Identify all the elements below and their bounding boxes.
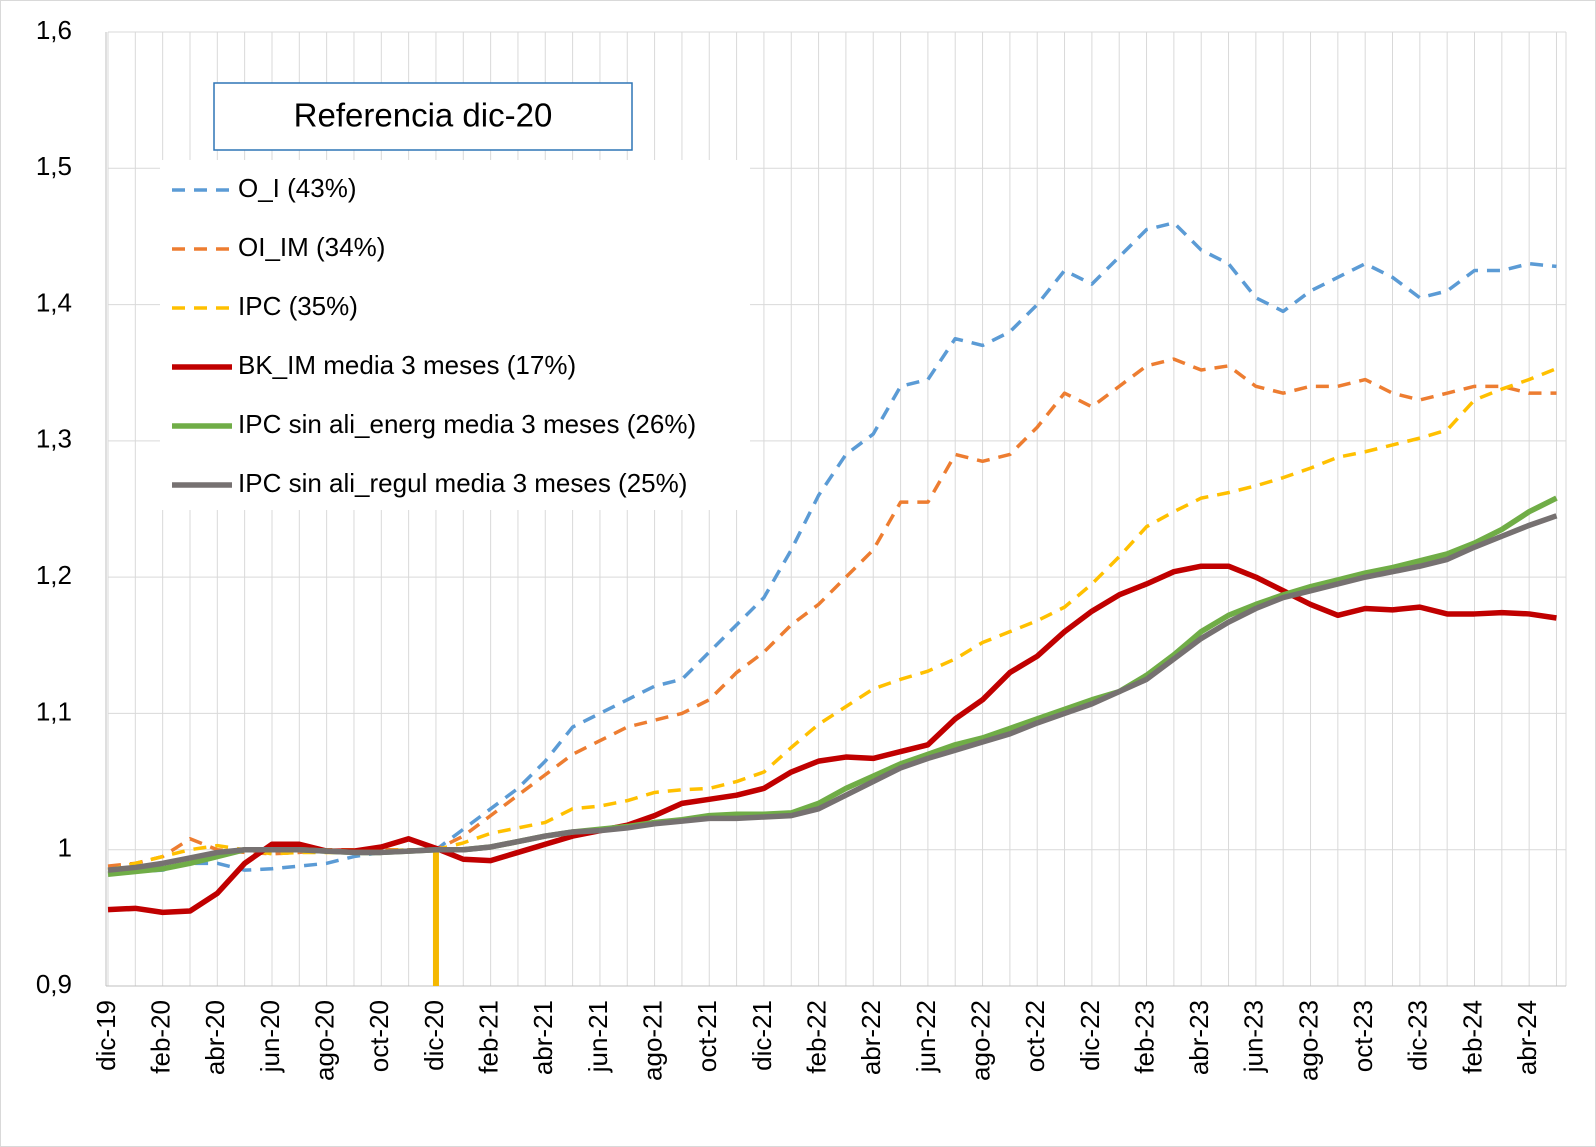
x-tick-label: ago-21 <box>637 1000 667 1081</box>
series-line <box>107 221 1557 874</box>
x-tick-label: oct-23 <box>1348 1000 1378 1072</box>
x-tick-label: dic-23 <box>1403 1000 1433 1071</box>
annotation-box <box>213 82 633 151</box>
x-tick-label: oct-20 <box>364 1000 394 1072</box>
legend-label: BK_IM media 3 meses (17%) <box>238 350 576 380</box>
legend-items: O_I (43%) OI_IM (34%) IPC (35%) BK_IM media… <box>172 173 696 498</box>
y-tick-label: 1 <box>58 833 72 863</box>
legend-label: IPC (35%) <box>238 291 358 321</box>
x-tick-label: abr-22 <box>856 1000 886 1075</box>
y-tick-label: 1,4 <box>36 287 72 317</box>
x-tick-label: oct-21 <box>692 1000 722 1072</box>
x-tick-label: abr-21 <box>528 1000 558 1075</box>
x-tick-label: feb-23 <box>1129 1000 1159 1074</box>
plot <box>107 221 1558 986</box>
x-tick-label: ago-20 <box>310 1000 340 1081</box>
y-tick-label: 1,3 <box>36 424 72 454</box>
x-tick-label: feb-24 <box>1457 1000 1487 1074</box>
y-tick-label: 1,1 <box>36 696 72 726</box>
x-tick-label: feb-21 <box>473 1000 503 1074</box>
y-tick-label: 1,2 <box>36 560 72 590</box>
y-tick-label: 1,6 <box>36 15 72 45</box>
legend-label: OI_IM (34%) <box>238 232 385 262</box>
legend <box>160 160 750 510</box>
legend-label: O_I (43%) <box>238 173 357 203</box>
annotation: Referencia dic-20 <box>294 97 553 134</box>
x-tick-label: jun-21 <box>583 1000 613 1073</box>
x-tick-label: ago-23 <box>1293 1000 1323 1081</box>
x-tick-label: oct-22 <box>1020 1000 1050 1072</box>
y-tick-label: 0,9 <box>36 969 72 999</box>
x-tick-label: ago-22 <box>965 1000 995 1081</box>
legend-label: IPC sin ali_regul media 3 meses (25%) <box>238 468 687 498</box>
x-tick-label: dic-22 <box>1075 1000 1105 1071</box>
y-tick-label: 1,5 <box>36 151 72 181</box>
x-tick-label: abr-24 <box>1512 1000 1542 1075</box>
x-tick-label: jun-20 <box>255 1000 285 1073</box>
legend-label: IPC sin ali_energ media 3 meses (26%) <box>238 409 696 439</box>
x-tick-label: abr-23 <box>1184 1000 1214 1075</box>
x-tick-label: abr-20 <box>200 1000 230 1075</box>
x-tick-label: dic-19 <box>91 1000 121 1071</box>
x-tick-label: jun-23 <box>1239 1000 1269 1073</box>
x-tick-label: dic-21 <box>747 1000 777 1071</box>
x-tick-label: feb-22 <box>801 1000 831 1074</box>
x-tick-label: feb-20 <box>146 1000 176 1074</box>
x-tick-label: jun-22 <box>911 1000 941 1073</box>
x-tick-label: dic-20 <box>419 1000 449 1071</box>
series-line <box>107 513 1558 873</box>
